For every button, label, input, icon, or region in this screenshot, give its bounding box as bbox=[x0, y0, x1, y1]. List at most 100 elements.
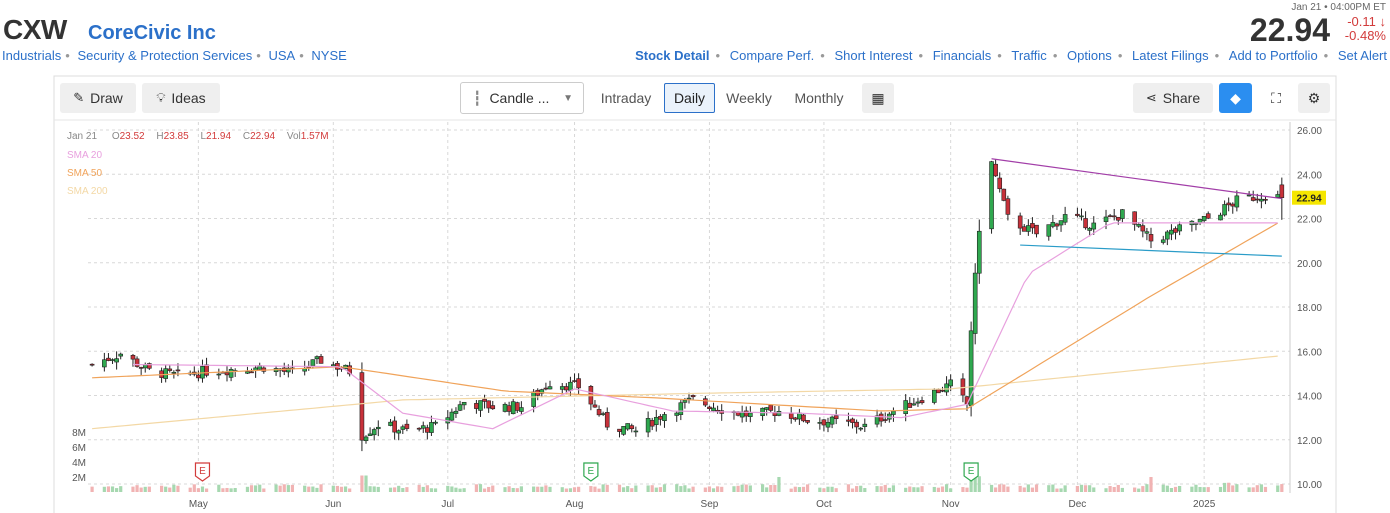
link-compare-perf[interactable]: Compare Perf. bbox=[729, 48, 815, 63]
candle bbox=[1205, 211, 1211, 220]
candle-body bbox=[715, 409, 720, 412]
volume-bar bbox=[1104, 488, 1108, 492]
candle-body bbox=[707, 406, 712, 409]
link-add-portfolio[interactable]: Add to Portfolio bbox=[1228, 48, 1318, 63]
legend-close: 22.94 bbox=[250, 131, 276, 142]
volume-bar bbox=[303, 485, 307, 492]
draw-button[interactable]: ✎ Draw bbox=[60, 83, 136, 113]
company-name-link[interactable]: CoreCivic Inc bbox=[88, 22, 216, 44]
link-short-interest[interactable]: Short Interest bbox=[834, 48, 913, 63]
candle bbox=[743, 406, 749, 422]
volume-bar bbox=[593, 486, 597, 492]
candle bbox=[318, 353, 324, 364]
period-daily[interactable]: Daily bbox=[664, 83, 715, 113]
volume-bar bbox=[254, 485, 258, 492]
breadcrumb-exchange[interactable]: NYSE bbox=[311, 48, 347, 63]
link-financials[interactable]: Financials bbox=[932, 48, 992, 63]
volume-bar bbox=[548, 486, 552, 492]
candle-body bbox=[1111, 215, 1117, 218]
settings-button[interactable]: ⚙ bbox=[1298, 83, 1330, 113]
period-monthly[interactable]: Monthly bbox=[794, 90, 844, 106]
breadcrumb-country[interactable]: USA bbox=[268, 48, 296, 63]
legend-close-label: C bbox=[242, 131, 251, 142]
candle bbox=[1263, 196, 1268, 205]
candle-body bbox=[1234, 195, 1240, 208]
link-options[interactable]: Options bbox=[1067, 48, 1112, 63]
sma50-legend[interactable]: SMA 50 bbox=[67, 168, 103, 179]
volume-bar bbox=[274, 484, 278, 492]
link-set-alert[interactable]: Set Alert bbox=[1337, 48, 1387, 63]
volume-bar bbox=[744, 484, 748, 492]
volume-bar bbox=[1034, 484, 1039, 492]
volume-bar bbox=[1235, 484, 1239, 492]
candle bbox=[972, 263, 978, 345]
candle-body bbox=[936, 389, 941, 394]
candle-body bbox=[568, 381, 573, 391]
volume-bar bbox=[245, 486, 250, 492]
candle bbox=[932, 388, 937, 405]
breadcrumb-sector[interactable]: Industrials bbox=[2, 48, 62, 63]
volume-bar bbox=[188, 487, 192, 492]
volume-bar bbox=[221, 488, 225, 492]
pencil-icon: ✎ bbox=[73, 90, 85, 105]
volume-bar bbox=[1190, 486, 1194, 492]
chart-type-select[interactable]: ┇ Candle ... ▼ bbox=[460, 82, 584, 114]
candle bbox=[649, 417, 655, 431]
candle bbox=[404, 419, 410, 432]
chart-type-value: Candle ... bbox=[489, 90, 550, 106]
candle bbox=[989, 160, 994, 234]
candle-body bbox=[396, 430, 402, 434]
candle bbox=[102, 352, 107, 372]
theme-button[interactable]: ◆ bbox=[1219, 83, 1252, 113]
candle bbox=[167, 365, 173, 373]
candle bbox=[1001, 188, 1007, 202]
candle-body bbox=[482, 398, 487, 402]
candle bbox=[273, 365, 279, 376]
volume-bar bbox=[687, 488, 691, 492]
volume-bar bbox=[249, 485, 254, 492]
candle bbox=[707, 405, 712, 411]
candle bbox=[817, 417, 823, 430]
volume-bar bbox=[891, 485, 896, 492]
sma200-legend[interactable]: SMA 200 bbox=[67, 186, 108, 197]
candle-body bbox=[138, 367, 144, 369]
candle-body bbox=[167, 368, 173, 371]
last-price-tag-label: 22.94 bbox=[1296, 194, 1321, 205]
period-weekly[interactable]: Weekly bbox=[726, 90, 772, 106]
candle-body bbox=[801, 414, 806, 422]
volume-bar bbox=[335, 485, 339, 492]
candle bbox=[686, 392, 692, 404]
candle bbox=[788, 407, 794, 424]
share-button[interactable]: ⋖ Share bbox=[1133, 83, 1213, 113]
link-latest-filings[interactable]: Latest Filings bbox=[1132, 48, 1209, 63]
candle-body bbox=[1058, 220, 1064, 226]
candle bbox=[662, 412, 667, 428]
candle bbox=[600, 411, 606, 417]
candle-body bbox=[596, 409, 602, 416]
y-tick-label: 10.00 bbox=[1297, 480, 1322, 491]
sma20-legend[interactable]: SMA 20 bbox=[67, 150, 103, 161]
draw-label: Draw bbox=[90, 90, 123, 106]
volume-bar bbox=[172, 484, 176, 492]
volume-bar bbox=[834, 488, 838, 492]
volume-bar bbox=[826, 486, 830, 492]
candle-body bbox=[592, 404, 598, 408]
candle-body bbox=[993, 163, 998, 177]
volume-bar bbox=[311, 486, 315, 492]
calendar-button[interactable]: ▦ bbox=[862, 83, 894, 113]
y-tick-label: 16.00 bbox=[1297, 347, 1322, 358]
fullscreen-button[interactable]: ⛶ bbox=[1260, 83, 1292, 113]
link-traffic[interactable]: Traffic bbox=[1011, 48, 1047, 63]
candle bbox=[1107, 213, 1113, 218]
volume-bar bbox=[511, 487, 515, 492]
ideas-button[interactable]: 💡︎ Ideas bbox=[142, 83, 220, 113]
period-intraday[interactable]: Intraday bbox=[600, 90, 652, 106]
volume-bar bbox=[748, 485, 752, 492]
candle-body bbox=[1030, 223, 1035, 229]
link-stock-detail[interactable]: Stock Detail bbox=[635, 48, 710, 63]
candle-body bbox=[363, 436, 369, 442]
candle-body bbox=[1046, 224, 1052, 237]
breadcrumb-industry[interactable]: Security & Protection Services bbox=[77, 48, 253, 63]
candle bbox=[1091, 216, 1097, 235]
